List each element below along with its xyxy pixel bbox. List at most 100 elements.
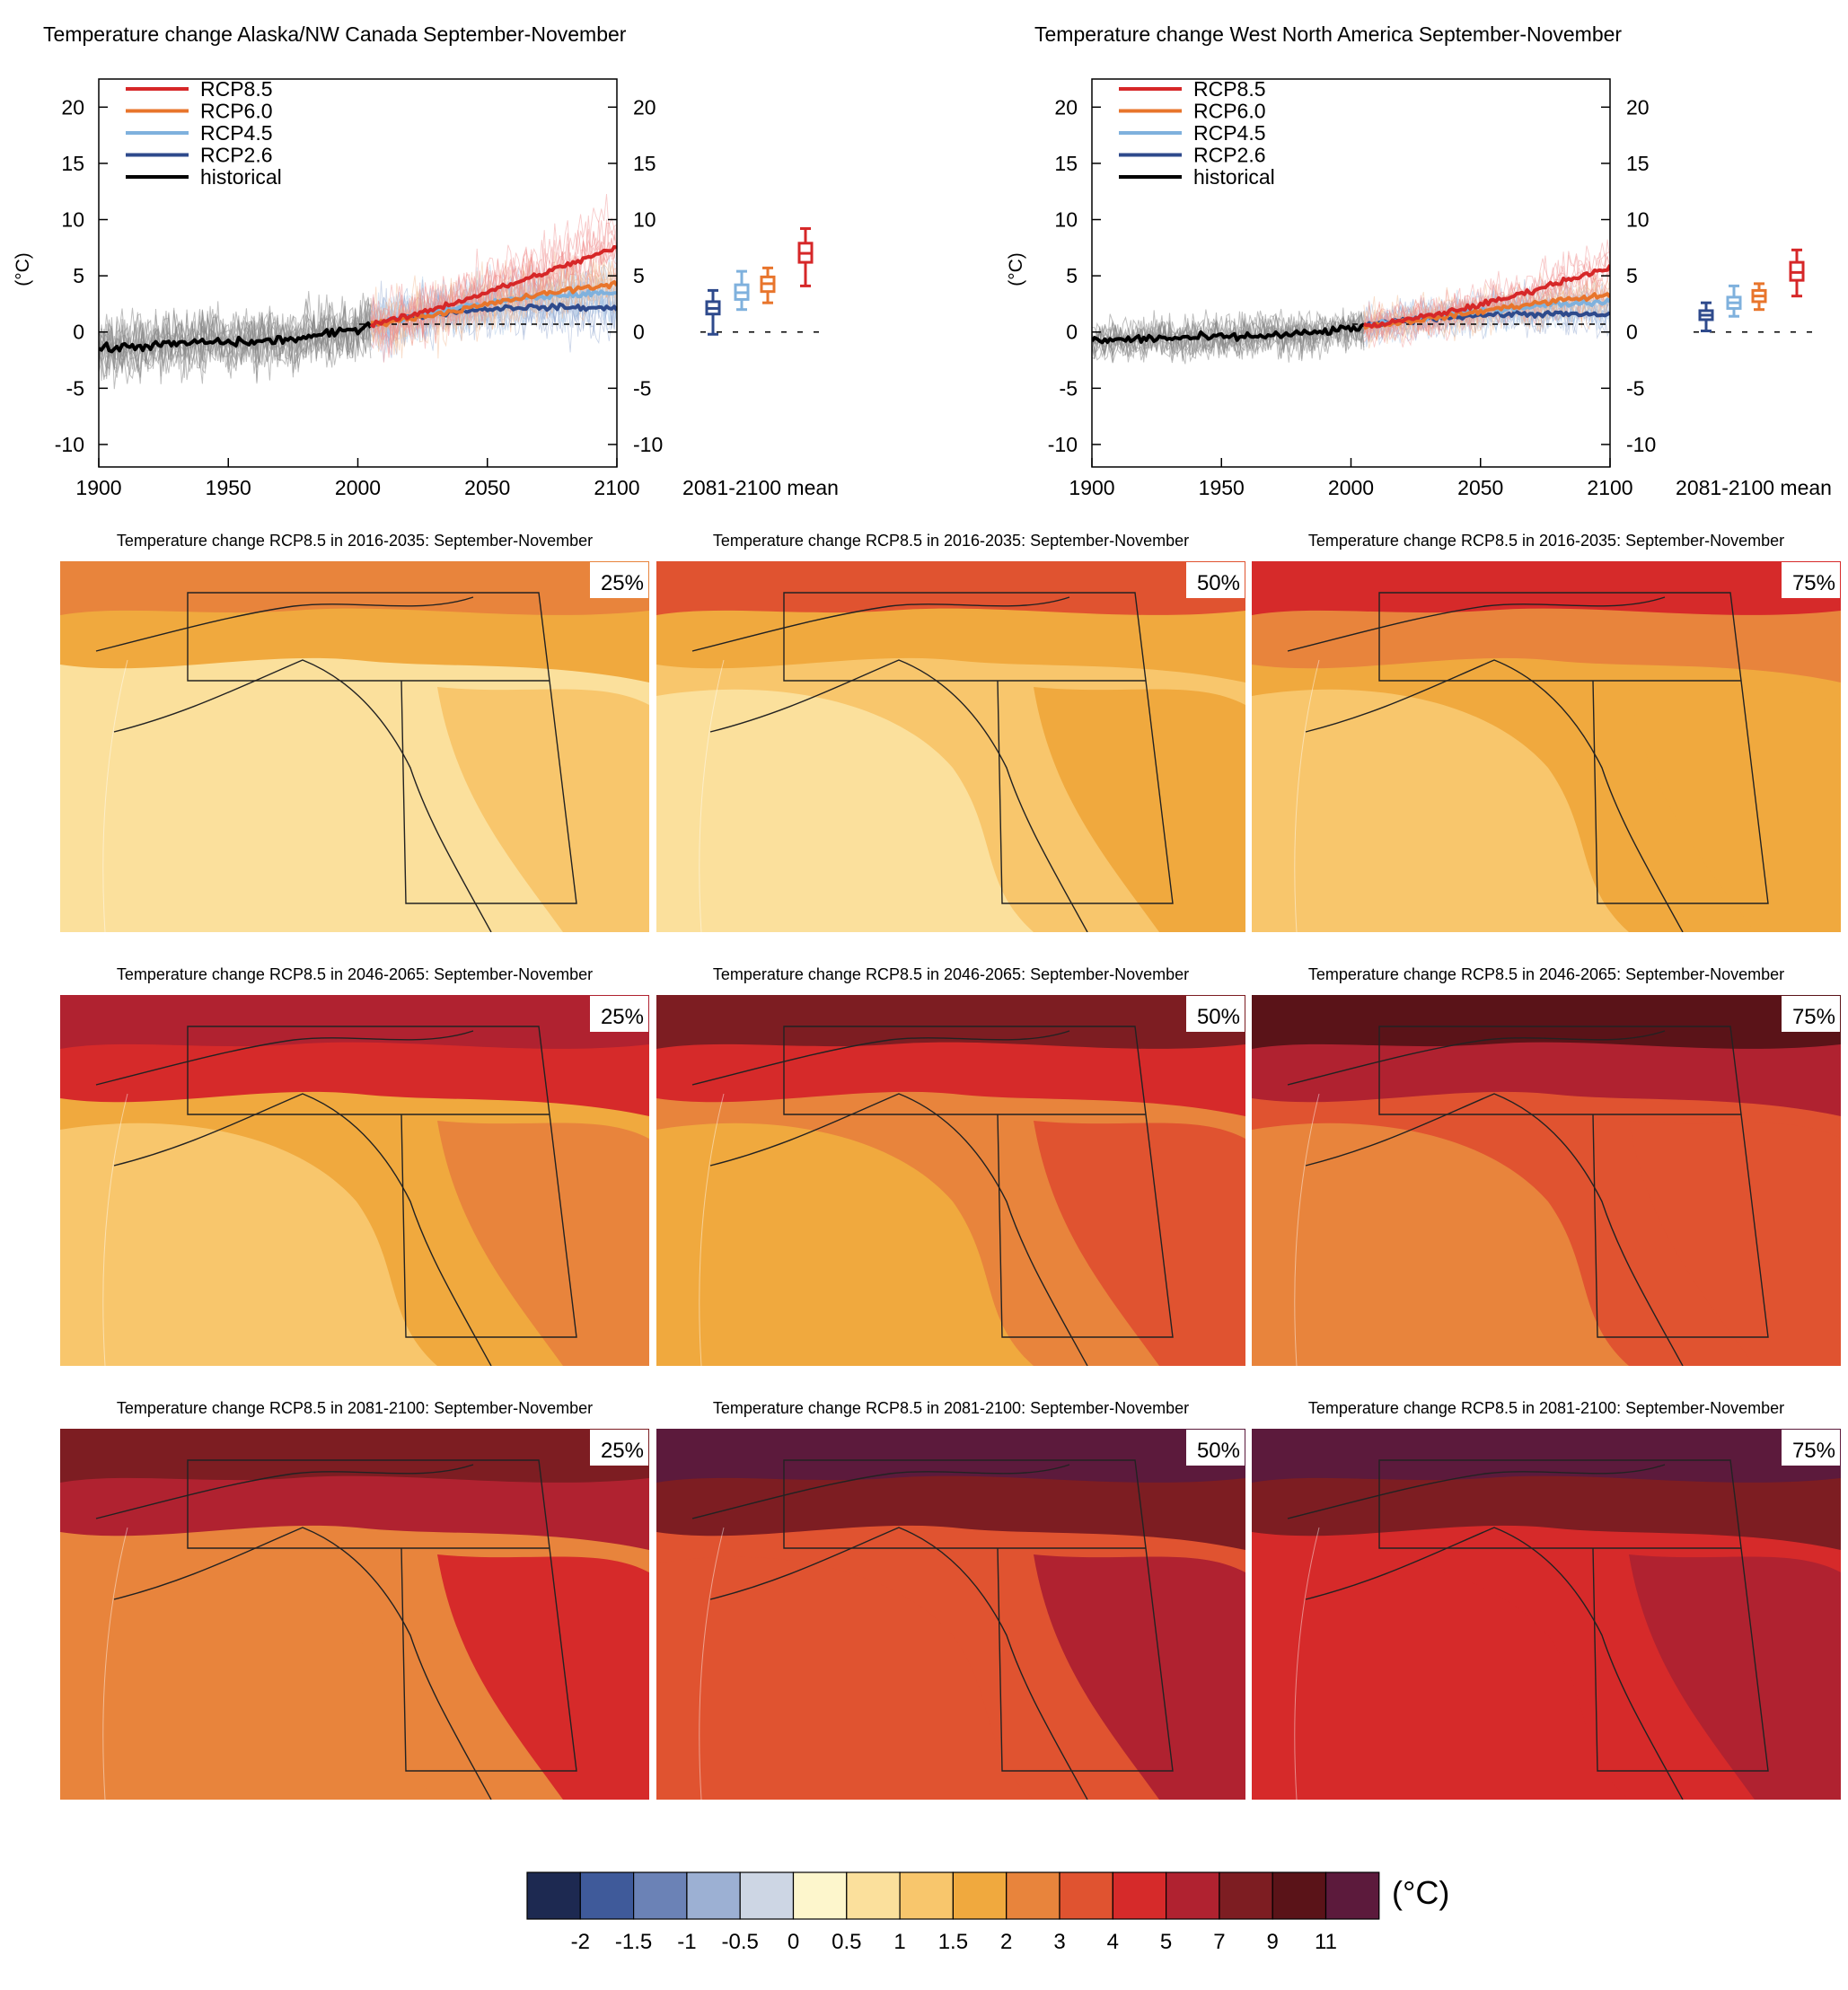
legend-label: RCP4.5 — [1193, 121, 1266, 145]
y-tick-label-right: 5 — [1626, 264, 1638, 287]
colorbar-cell — [899, 1871, 954, 1920]
percentile-label: 25% — [601, 571, 644, 595]
y-tick-label-right: -10 — [633, 433, 663, 456]
legend-label: RCP6.0 — [200, 100, 273, 123]
legend-label: historical — [1193, 165, 1275, 189]
y-tick-label-right: 10 — [1626, 208, 1650, 232]
legend-label: RCP2.6 — [1193, 144, 1266, 167]
map-title: Temperature change RCP8.5 in 2046-2065: … — [713, 965, 1189, 983]
y-tick-label: -10 — [55, 433, 84, 456]
y-axis-label: (°C) — [13, 252, 33, 286]
chart-title: Temperature change West North America Se… — [1034, 22, 1622, 46]
model-spread-plume — [99, 193, 617, 390]
percentile-label: 50% — [1197, 1005, 1240, 1029]
colorbar-cell — [1165, 1871, 1220, 1920]
colorbar-cell — [739, 1871, 795, 1920]
colorbar-cell — [1112, 1871, 1167, 1920]
colorbar-cell — [1059, 1871, 1113, 1920]
map-panel: 75% Temperature change RCP8.5 in 2016-203… — [1252, 532, 1841, 932]
boxplot-rcp2-6 — [1698, 301, 1714, 332]
y-tick-label: 15 — [1054, 152, 1078, 175]
boxplot-rcp2-6 — [705, 288, 721, 336]
y-tick-label: 0 — [1066, 321, 1078, 344]
y-tick-label: 10 — [61, 208, 84, 232]
series-lines — [1092, 264, 1610, 345]
series-line-historical — [99, 321, 373, 354]
boxplot-rcp6-0 — [1751, 282, 1767, 312]
colorbar-tick-label: 2 — [1000, 1930, 1012, 1954]
percentile-label: 50% — [1197, 571, 1240, 595]
map-title: Temperature change RCP8.5 in 2046-2065: … — [1308, 965, 1784, 983]
x-tick-label: 2000 — [335, 476, 381, 499]
map-panel: 25% Temperature change RCP8.5 in 2081-210… — [60, 1399, 649, 1800]
boxplot-rcp8-5 — [797, 227, 814, 287]
colorbar-tick-label: -1.5 — [615, 1930, 652, 1954]
series-line-rcp8-5 — [1362, 264, 1610, 329]
y-tick-label: 20 — [1054, 95, 1078, 119]
percentile-label: 50% — [1197, 1439, 1240, 1463]
series-line-historical — [1092, 322, 1365, 345]
boxplot-rcp4-5 — [1726, 284, 1742, 318]
axes: 20 20 15 15 10 10 5 5 0 0 -5 -5 -10 -10 1900 1950 2000 20… — [55, 95, 664, 499]
y-tick-label: 20 — [61, 95, 84, 119]
x-tick-label: 2100 — [1587, 476, 1632, 499]
y-tick-label-right: 0 — [1626, 321, 1638, 344]
colorbar-tick-label: 11 — [1315, 1930, 1337, 1954]
map-title: Temperature change RCP8.5 in 2016-2035: … — [117, 532, 593, 550]
y-tick-label-right: 20 — [1626, 95, 1650, 119]
map-panel: 75% Temperature change RCP8.5 in 2081-210… — [1252, 1399, 1841, 1800]
map-panel: 50% Temperature change RCP8.5 in 2081-210… — [656, 1399, 1245, 1800]
percentile-label: 25% — [601, 1005, 644, 1029]
chart-title: Temperature change Alaska/NW Canada Sept… — [43, 22, 627, 46]
colorbar-cell — [686, 1871, 741, 1920]
colorbar-tick-label: 9 — [1267, 1930, 1279, 1954]
y-tick-label-right: 20 — [633, 95, 656, 119]
map-title: Temperature change RCP8.5 in 2081-2100: … — [713, 1399, 1189, 1417]
y-tick-label-right: 15 — [1626, 152, 1650, 175]
x-tick-label: 2050 — [1457, 476, 1503, 499]
colorbar-cell — [846, 1871, 901, 1920]
series-lines — [99, 244, 617, 354]
colorbar: -2 -1.5 -1 -0.5 0 0.5 1 1.5 2 3 4 5 7 9 11 — [526, 1871, 1380, 1954]
y-tick-label-right: 10 — [633, 208, 656, 232]
series-line-rcp6-0 — [370, 280, 617, 328]
map-panel: 25% Temperature change RCP8.5 in 2046-206… — [60, 965, 649, 1366]
timeseries-panel-alaska: Temperature change Alaska/NW Canada Sept… — [13, 22, 839, 499]
percentile-label: 75% — [1792, 1439, 1835, 1463]
y-tick-label-right: -10 — [1626, 433, 1656, 456]
map-title: Temperature change RCP8.5 in 2046-2065: … — [117, 965, 593, 983]
colorbar-tick-label: 1 — [893, 1930, 905, 1954]
legend-label: RCP8.5 — [1193, 77, 1266, 101]
colorbar-tick-label: 1.5 — [938, 1930, 968, 1954]
y-tick-label-right: 5 — [633, 264, 645, 287]
y-tick-label: 10 — [1054, 208, 1078, 232]
y-tick-label: -10 — [1048, 433, 1078, 456]
y-tick-label-right: -5 — [633, 376, 651, 400]
boxplot-label: 2081-2100 mean — [1676, 476, 1832, 499]
colorbar-tick-label: 4 — [1107, 1930, 1119, 1954]
colorbar-cell — [579, 1871, 635, 1920]
colorbar-cell — [1272, 1871, 1327, 1920]
colorbar-tick-label: -0.5 — [722, 1930, 759, 1954]
colorbar-cell — [526, 1871, 581, 1920]
map-panel: 75% Temperature change RCP8.5 in 2046-206… — [1252, 965, 1841, 1366]
x-tick-label: 2000 — [1328, 476, 1374, 499]
y-tick-label-right: 15 — [633, 152, 656, 175]
colorbar-cell — [792, 1871, 848, 1920]
legend-label: RCP6.0 — [1193, 100, 1266, 123]
boxplot-rcp6-0 — [760, 266, 776, 304]
x-tick-label: 1950 — [1199, 476, 1245, 499]
y-tick-label: -5 — [66, 376, 84, 400]
boxplot-rcp4-5 — [734, 269, 750, 312]
plot-frame — [1091, 78, 1611, 468]
colorbar-tick-label: 0.5 — [832, 1930, 861, 1954]
colorbar-tick-label: -2 — [571, 1930, 590, 1954]
timeseries-panel-west-north-america: Temperature change West North America Se… — [1006, 22, 1832, 499]
x-tick-label: 1950 — [206, 476, 251, 499]
map-grid: 25% Temperature change RCP8.5 in 2016-203… — [60, 532, 1841, 1800]
percentile-label: 75% — [1792, 1005, 1835, 1029]
x-tick-label: 1900 — [75, 476, 121, 499]
colorbar-tick-label: 0 — [788, 1930, 799, 1954]
